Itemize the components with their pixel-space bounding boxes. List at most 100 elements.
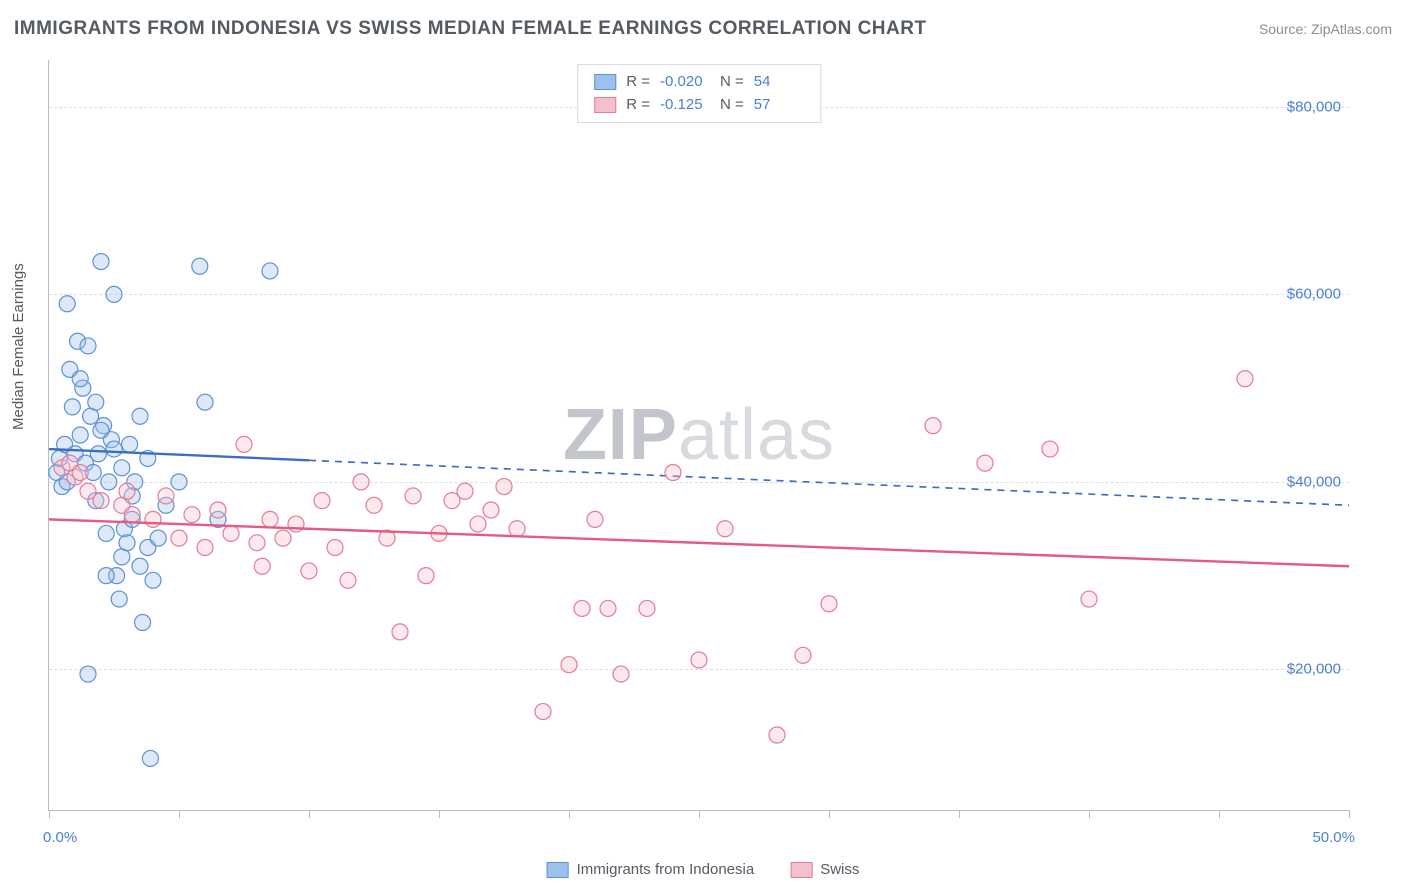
- scatter-point-swiss: [925, 418, 941, 434]
- scatter-point-swiss: [145, 511, 161, 527]
- scatter-point-swiss: [769, 727, 785, 743]
- scatter-point-indonesia: [197, 394, 213, 410]
- scatter-point-indonesia: [192, 258, 208, 274]
- chart-title: IMMIGRANTS FROM INDONESIA VS SWISS MEDIA…: [14, 18, 927, 40]
- scatter-point-indonesia: [93, 254, 109, 270]
- scatter-point-indonesia: [111, 591, 127, 607]
- scatter-point-swiss: [691, 652, 707, 668]
- legend-swatch-indonesia: [547, 862, 569, 878]
- scatter-point-indonesia: [122, 436, 138, 452]
- scatter-svg: [49, 60, 1349, 810]
- scatter-point-indonesia: [135, 615, 151, 631]
- scatter-point-swiss: [301, 563, 317, 579]
- r-label-0: R =: [626, 71, 650, 94]
- scatter-point-swiss: [262, 511, 278, 527]
- scatter-point-indonesia: [101, 474, 117, 490]
- n-value-1: 57: [754, 94, 804, 117]
- scatter-point-swiss: [158, 488, 174, 504]
- scatter-point-swiss: [600, 600, 616, 616]
- n-label-1: N =: [720, 94, 744, 117]
- scatter-point-swiss: [483, 502, 499, 518]
- scatter-point-swiss: [275, 530, 291, 546]
- scatter-point-indonesia: [64, 399, 80, 415]
- scatter-point-swiss: [821, 596, 837, 612]
- scatter-point-swiss: [210, 502, 226, 518]
- x-max-label: 50.0%: [1312, 829, 1355, 846]
- scatter-point-indonesia: [80, 338, 96, 354]
- scatter-point-swiss: [1081, 591, 1097, 607]
- scatter-point-swiss: [496, 479, 512, 495]
- r-value-0: -0.020: [660, 71, 710, 94]
- legend-item-swiss: Swiss: [790, 861, 859, 878]
- r-value-1: -0.125: [660, 94, 710, 117]
- r-label-1: R =: [626, 94, 650, 117]
- scatter-point-swiss: [197, 540, 213, 556]
- scatter-point-indonesia: [72, 427, 88, 443]
- legend-label-indonesia: Immigrants from Indonesia: [577, 861, 755, 878]
- scatter-point-indonesia: [132, 558, 148, 574]
- scatter-point-swiss: [236, 436, 252, 452]
- scatter-point-indonesia: [119, 535, 135, 551]
- scatter-point-swiss: [72, 465, 88, 481]
- scatter-point-swiss: [795, 647, 811, 663]
- scatter-point-indonesia: [59, 296, 75, 312]
- scatter-point-swiss: [1042, 441, 1058, 457]
- scatter-point-swiss: [171, 530, 187, 546]
- scatter-point-indonesia: [114, 460, 130, 476]
- legend-swatch-swiss: [790, 862, 812, 878]
- scatter-point-indonesia: [262, 263, 278, 279]
- scatter-point-swiss: [457, 483, 473, 499]
- scatter-point-swiss: [665, 465, 681, 481]
- scatter-point-swiss: [1237, 371, 1253, 387]
- stats-row-swiss: R = -0.125 N = 57: [594, 94, 804, 117]
- x-min-label: 0.0%: [43, 829, 77, 846]
- scatter-point-swiss: [470, 516, 486, 532]
- scatter-point-swiss: [717, 521, 733, 537]
- y-axis-label: Median Female Earnings: [10, 263, 27, 430]
- source-label: Source:: [1259, 21, 1307, 37]
- chart-plot-area: ZIPatlas $20,000$40,000$60,000$80,000 0.…: [48, 60, 1349, 811]
- chart-header: IMMIGRANTS FROM INDONESIA VS SWISS MEDIA…: [14, 18, 1392, 40]
- scatter-point-indonesia: [98, 568, 114, 584]
- stats-legend-box: R = -0.020 N = 54 R = -0.125 N = 57: [577, 64, 821, 123]
- scatter-point-swiss: [561, 657, 577, 673]
- scatter-point-swiss: [340, 572, 356, 588]
- scatter-point-swiss: [587, 511, 603, 527]
- scatter-point-swiss: [535, 704, 551, 720]
- scatter-point-swiss: [249, 535, 265, 551]
- scatter-point-indonesia: [80, 666, 96, 682]
- source-credit: Source: ZipAtlas.com: [1259, 21, 1392, 37]
- scatter-point-indonesia: [106, 286, 122, 302]
- scatter-point-swiss: [613, 666, 629, 682]
- scatter-point-swiss: [639, 600, 655, 616]
- scatter-point-indonesia: [72, 371, 88, 387]
- scatter-point-swiss: [124, 507, 140, 523]
- scatter-point-indonesia: [106, 441, 122, 457]
- trend-line-swiss: [49, 519, 1349, 566]
- swatch-swiss: [594, 97, 616, 113]
- scatter-point-swiss: [93, 493, 109, 509]
- scatter-point-indonesia: [142, 750, 158, 766]
- scatter-point-swiss: [405, 488, 421, 504]
- stats-row-indonesia: R = -0.020 N = 54: [594, 71, 804, 94]
- scatter-point-swiss: [977, 455, 993, 471]
- scatter-point-swiss: [418, 568, 434, 584]
- scatter-point-indonesia: [88, 394, 104, 410]
- scatter-point-swiss: [184, 507, 200, 523]
- scatter-point-indonesia: [171, 474, 187, 490]
- scatter-point-swiss: [119, 483, 135, 499]
- scatter-point-swiss: [254, 558, 270, 574]
- scatter-point-swiss: [223, 525, 239, 541]
- scatter-point-swiss: [327, 540, 343, 556]
- scatter-point-swiss: [392, 624, 408, 640]
- n-label-0: N =: [720, 71, 744, 94]
- scatter-point-indonesia: [98, 525, 114, 541]
- scatter-point-swiss: [509, 521, 525, 537]
- scatter-point-swiss: [366, 497, 382, 513]
- source-link[interactable]: ZipAtlas.com: [1311, 21, 1392, 37]
- scatter-point-indonesia: [90, 446, 106, 462]
- swatch-indonesia: [594, 74, 616, 90]
- scatter-point-swiss: [314, 493, 330, 509]
- scatter-point-swiss: [574, 600, 590, 616]
- legend-label-swiss: Swiss: [820, 861, 859, 878]
